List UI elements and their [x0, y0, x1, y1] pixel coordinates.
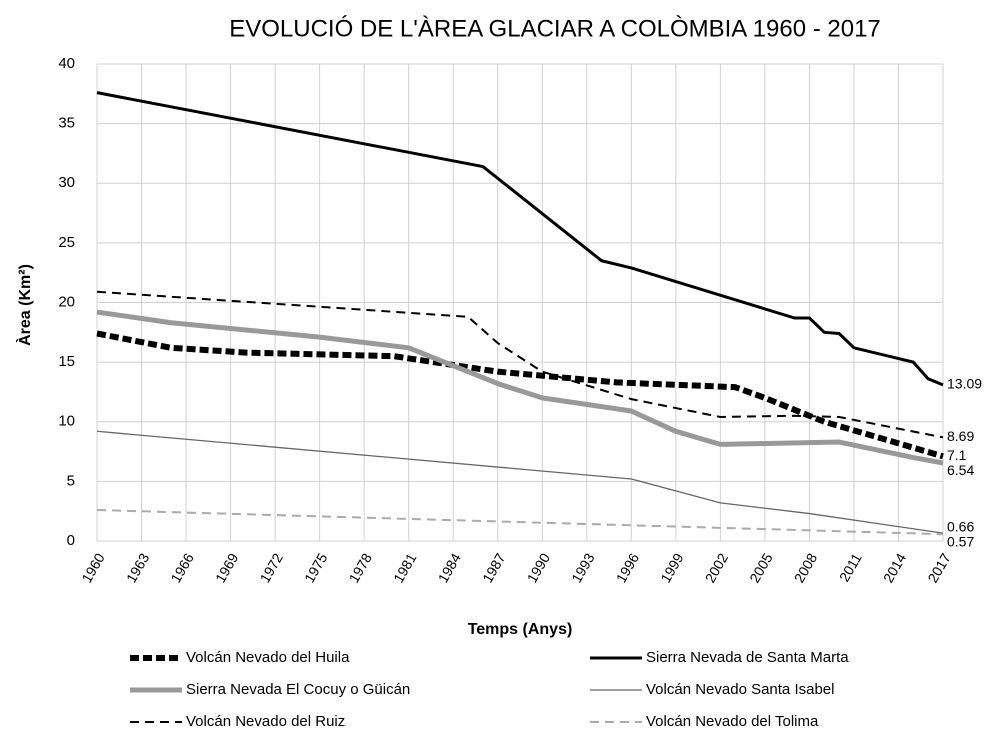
data-label: 0.66 — [947, 519, 974, 535]
y-tick-label: 35 — [58, 115, 75, 132]
data-label: 6.54 — [947, 462, 974, 478]
series-line — [96, 508, 944, 536]
series-line — [96, 430, 944, 534]
x-tick-label: 1963 — [123, 550, 153, 585]
x-tick-label: 1984 — [435, 550, 465, 585]
y-tick-label: 10 — [58, 413, 75, 430]
y-tick-label: 5 — [67, 472, 75, 489]
y-tick-label: 15 — [58, 353, 75, 370]
data-label: 0.57 — [947, 534, 974, 550]
y-axis-label: Àrea (Km²) — [15, 264, 34, 346]
legend-label: Sierra Nevada El Cocuy o Güicán — [186, 681, 410, 698]
x-tick-label: 1993 — [568, 550, 598, 585]
legend-label: Volcán Nevado del Huila — [186, 649, 350, 666]
series-line — [96, 290, 944, 439]
x-tick-label: 1960 — [78, 550, 108, 585]
legend-label: Volcán Nevado del Tolima — [646, 713, 819, 730]
x-tick-label: 1966 — [167, 550, 197, 585]
series-line — [96, 330, 944, 460]
legend-label: Volcán Nevado Santa Isabel — [646, 681, 834, 698]
x-axis-label: Temps (Anys) — [468, 621, 573, 638]
x-tick-label: 1990 — [524, 550, 554, 585]
x-tick-label: 2005 — [746, 550, 776, 585]
x-tick-label: 2002 — [702, 550, 732, 585]
x-tick-label: 1999 — [657, 550, 687, 585]
x-tick-label: 2014 — [880, 550, 910, 585]
data-label: 7.1 — [947, 447, 967, 463]
data-label: 8.69 — [947, 428, 974, 444]
data-label: 13.09 — [947, 376, 982, 392]
y-tick-label: 25 — [58, 234, 75, 251]
x-tick-label: 1996 — [613, 550, 643, 585]
x-tick-label: 1981 — [390, 550, 420, 585]
x-tick-label: 1969 — [212, 550, 242, 585]
x-tick-label: 1975 — [301, 550, 331, 585]
y-tick-label: 20 — [58, 293, 75, 310]
x-tick-label: 2011 — [836, 550, 865, 584]
legend-label: Volcán Nevado del Ruiz — [186, 713, 345, 730]
x-tick-label: 1978 — [346, 550, 376, 585]
y-tick-label: 0 — [67, 532, 75, 549]
x-tick-label: 1987 — [479, 550, 509, 585]
x-tick-label: 1972 — [256, 550, 286, 585]
x-tick-label: 2008 — [791, 550, 821, 585]
x-tick-label: 2017 — [924, 550, 954, 585]
series-line — [96, 309, 944, 466]
y-tick-label: 40 — [58, 55, 75, 72]
legend-label: Sierra Nevada de Santa Marta — [646, 649, 849, 666]
y-tick-label: 30 — [58, 174, 75, 191]
series-line — [96, 91, 944, 387]
chart-title: EVOLUCIÓ DE L'ÀREA GLACIAR A COLÒMBIA 19… — [229, 15, 881, 42]
